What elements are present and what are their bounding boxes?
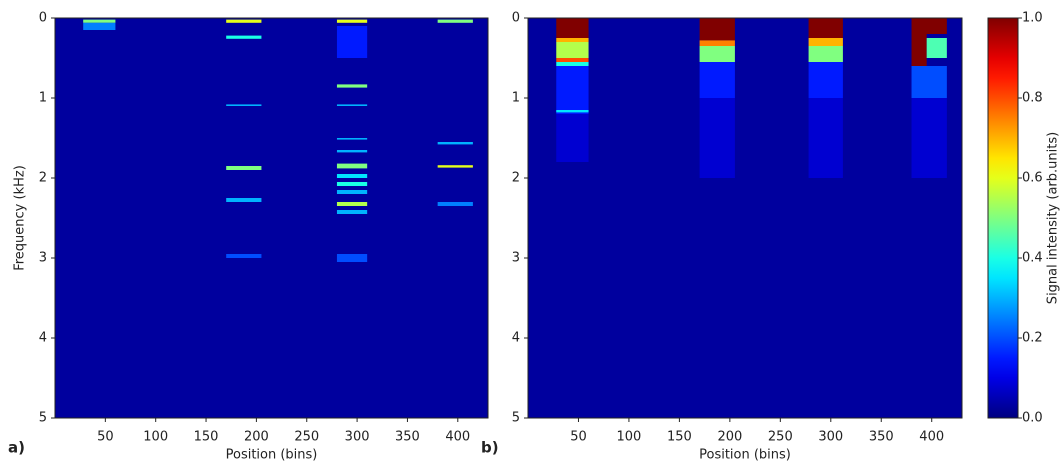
heatmap-cell <box>83 19 116 23</box>
heatmap-cell <box>336 19 368 23</box>
colorbar-tick-label: 0.8 <box>1022 91 1043 106</box>
y-tick-label: 3 <box>512 251 520 266</box>
heatmap-cell <box>336 163 368 169</box>
y-tick-label: 0 <box>512 11 520 26</box>
x-tick-label: 400 <box>919 430 944 445</box>
heatmap-cell <box>699 62 735 98</box>
heatmap-cell <box>336 210 368 214</box>
heatmap-cell <box>226 198 262 202</box>
heatmap-cell <box>699 46 735 62</box>
y-tick-label: 4 <box>512 331 520 346</box>
heatmap-cell <box>336 254 368 262</box>
x-tick-label: 200 <box>244 430 269 445</box>
x-tick-label: 200 <box>717 430 742 445</box>
colorbar <box>987 17 1019 419</box>
y-tick-label: 5 <box>39 411 47 426</box>
panel-label: b) <box>481 439 499 457</box>
heatmap-cell <box>556 18 589 38</box>
heatmap-cell <box>336 190 368 194</box>
heatmap-cell <box>336 104 368 106</box>
heatmap-cell <box>808 38 843 46</box>
y-tick-label: 5 <box>512 411 520 426</box>
x-tick-label: 50 <box>570 430 587 445</box>
colorbar-tick-label: 0.4 <box>1022 251 1043 266</box>
x-tick-label: 300 <box>818 430 843 445</box>
heatmap-cell <box>556 114 589 162</box>
heatmap-cell <box>911 98 947 178</box>
x-axis-label: Position (bins) <box>226 448 318 463</box>
heatmap-cell <box>808 46 843 62</box>
y-tick-label: 1 <box>39 91 47 106</box>
heatmap-cell <box>808 18 843 38</box>
plot-frame <box>54 17 489 419</box>
heatmap-cell <box>336 150 368 153</box>
heatmap-cell <box>336 138 368 140</box>
heatmap-cell <box>336 182 368 186</box>
x-axis-label: Position (bins) <box>699 448 791 463</box>
heatmap-cell <box>336 174 368 178</box>
heatmap-cell <box>336 84 368 88</box>
colorbar-tick-label: 1.0 <box>1022 11 1043 26</box>
x-tick-label: 150 <box>194 430 219 445</box>
heatmap-background <box>528 18 962 418</box>
heatmap-cell <box>911 34 927 66</box>
heatmap-cell <box>226 19 262 23</box>
heatmap-cell <box>556 42 589 58</box>
heatmap-cell <box>556 58 589 62</box>
y-tick-label: 2 <box>39 171 47 186</box>
x-tick-label: 150 <box>667 430 692 445</box>
x-tick-label: 400 <box>445 430 470 445</box>
colorbar-tick-label: 0.6 <box>1022 171 1043 186</box>
heatmap-cell <box>556 110 589 113</box>
heatmap-cell <box>437 165 473 168</box>
panel-label: a) <box>8 439 25 457</box>
heatmap-cell <box>911 18 947 34</box>
heatmap-cell <box>437 142 473 145</box>
heatmap-cell <box>699 40 735 46</box>
heatmap-cell <box>808 98 843 178</box>
heatmap-cell <box>556 62 589 66</box>
x-tick-label: 250 <box>294 430 319 445</box>
heatmap-cell <box>556 66 589 114</box>
heatmap-cell <box>226 254 262 258</box>
heatmap-cell <box>336 26 368 58</box>
heatmap-background <box>55 18 488 418</box>
colorbar-tick-label: 0.2 <box>1022 331 1043 346</box>
heatmap-cell <box>83 22 116 30</box>
heatmap-cell <box>226 104 262 106</box>
x-tick-label: 100 <box>143 430 168 445</box>
heatmap-cell <box>437 19 473 23</box>
colorbar-tick-label: 0.0 <box>1022 411 1043 426</box>
y-tick-label: 2 <box>512 171 520 186</box>
x-tick-label: 350 <box>395 430 420 445</box>
heatmap-cell <box>556 38 589 42</box>
x-tick-label: 350 <box>869 430 894 445</box>
heatmap-cell <box>336 202 368 206</box>
y-axis-label: Frequency (kHz) <box>13 165 28 271</box>
x-tick-label: 250 <box>768 430 793 445</box>
heatmap-cell <box>926 38 947 58</box>
y-tick-label: 0 <box>39 11 47 26</box>
x-tick-label: 100 <box>617 430 642 445</box>
heatmap-cell <box>437 202 473 206</box>
y-tick-label: 1 <box>512 91 520 106</box>
heatmap-cell <box>226 35 262 39</box>
x-tick-label: 50 <box>97 430 114 445</box>
heatmap-cell <box>699 18 735 41</box>
plot-frame <box>527 17 963 419</box>
heatmap-cell <box>226 166 262 170</box>
x-tick-label: 300 <box>345 430 370 445</box>
colorbar-label: Signal intensity (arb.units) <box>1046 132 1061 304</box>
heatmap-cell <box>911 66 947 98</box>
heatmap-cell <box>808 62 843 98</box>
y-tick-label: 3 <box>39 251 47 266</box>
y-tick-label: 4 <box>39 331 47 346</box>
heatmap-cell <box>699 98 735 178</box>
